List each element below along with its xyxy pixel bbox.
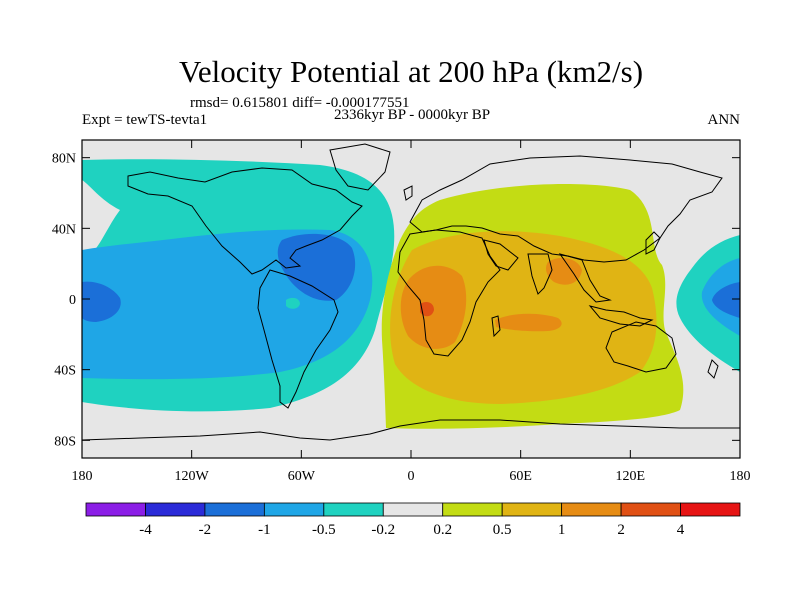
- map-panel: [82, 140, 740, 458]
- lon-tick-label: 120E: [616, 469, 646, 484]
- coast-india: [527, 253, 553, 295]
- colorbar-swatch: [442, 502, 503, 517]
- contour-redorange-core: [420, 302, 434, 317]
- colorbar-swatch: [263, 502, 325, 517]
- colorbar-label: -4: [139, 522, 152, 538]
- colorbar-label: -2: [199, 522, 212, 538]
- colorbar-label: 4: [677, 522, 685, 538]
- figure-title: Velocity Potential at 200 hPa (km2/s): [179, 54, 643, 89]
- lat-tick-label: 80N: [52, 152, 76, 167]
- contour-orange-asia: [546, 257, 582, 285]
- lat-tick-label: 40S: [54, 364, 76, 379]
- colorbar-label: 0.5: [493, 522, 512, 538]
- contour-cyan-patch: [286, 297, 300, 309]
- lon-tick-label: 60W: [288, 469, 316, 484]
- colorbar-swatch: [145, 502, 206, 517]
- coast-australia: [605, 321, 677, 373]
- stats-line: rmsd= 0.615801 diff= -0.000177551: [190, 95, 410, 111]
- coast-africa: [397, 229, 501, 357]
- period-label: 2336kyr BP - 0000kyr BP: [334, 107, 490, 123]
- colorbar-swatch: [501, 502, 563, 517]
- colorbar-swatch: [204, 502, 265, 517]
- colorbar-label: -0.5: [312, 522, 336, 538]
- coast-southeast-asia: [558, 253, 612, 303]
- lon-tick-label: 120W: [175, 469, 210, 484]
- colorbar-label: 1: [558, 522, 566, 538]
- coastlines: [82, 143, 740, 441]
- longitude-axis: 180 120W 60W 0 60E 120E 180: [72, 140, 751, 484]
- contour-blue-dateline: [82, 281, 121, 322]
- lon-tick-label: 180: [730, 469, 751, 484]
- coast-newzealand: [707, 359, 719, 379]
- lon-tick-label: 60E: [509, 469, 532, 484]
- colorbar-label: 0.2: [433, 522, 452, 538]
- season-label: ANN: [708, 112, 741, 128]
- colorbar-swatch: [620, 502, 681, 517]
- contour-blue-west: [277, 233, 356, 301]
- coast-greenland: [329, 143, 391, 191]
- colorbar-swatch: [382, 502, 444, 517]
- coast-indonesia: [588, 305, 654, 327]
- coast-south-america: [257, 269, 339, 409]
- colorbar-swatch: [323, 502, 384, 517]
- colorbar-label: -0.2: [371, 522, 395, 538]
- colorbar-label: 2: [617, 522, 625, 538]
- experiment-label: Expt = tewTS-tevta1: [82, 112, 207, 128]
- colorbar-swatch: [561, 502, 622, 517]
- coast-japan: [645, 231, 661, 255]
- lat-tick-label: 80S: [54, 434, 76, 449]
- colorbar-swatch: [85, 502, 146, 517]
- coast-antarctica: [82, 419, 740, 441]
- latitude-axis: 80N 40N 0 40S 80S: [52, 152, 740, 449]
- coast-uk: [403, 185, 413, 201]
- contour-orange-indian: [495, 313, 562, 332]
- colorbar-label: -1: [258, 522, 271, 538]
- lat-tick-label: 0: [69, 293, 76, 308]
- coast-madagascar: [491, 315, 501, 338]
- lon-tick-label: 180: [72, 469, 93, 484]
- lat-tick-label: 40N: [52, 222, 76, 237]
- coast-arabia: [483, 239, 519, 271]
- lon-tick-label: 0: [408, 469, 415, 484]
- contour-blue-east: [712, 282, 740, 318]
- coast-north-america: [127, 167, 363, 275]
- colorbar-swatch: [680, 502, 741, 517]
- colorbar: -4 -2 -1 -0.5 -0.2 0.2 0.5 1 2 4: [85, 502, 741, 538]
